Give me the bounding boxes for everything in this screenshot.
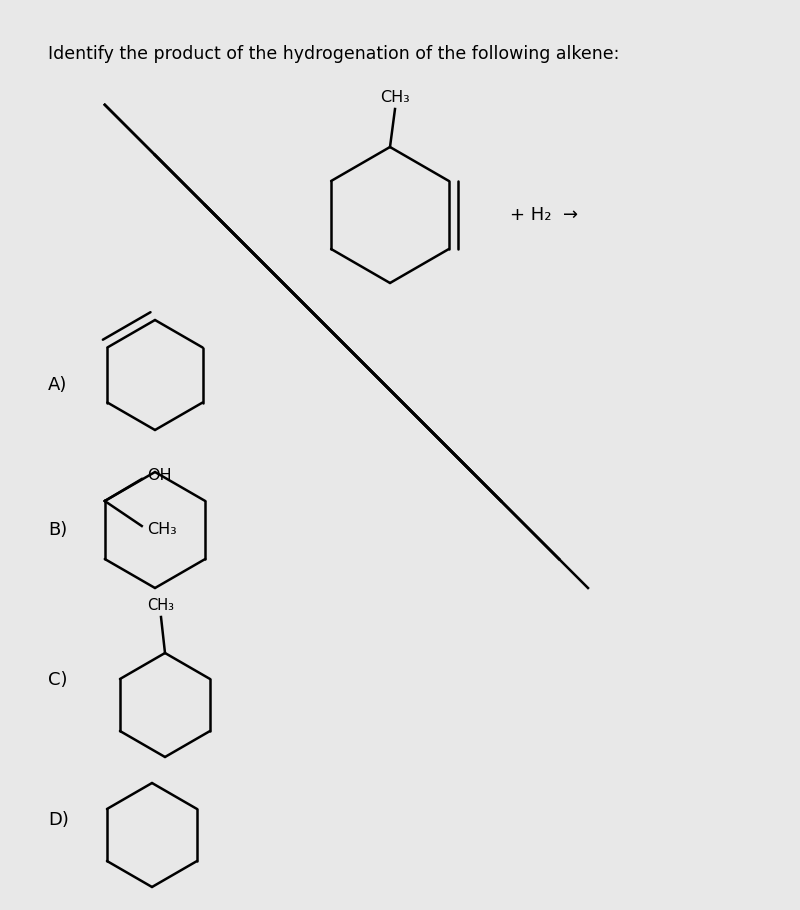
Text: CH₃: CH₃ [146, 521, 177, 537]
Text: Identify the product of the hydrogenation of the following alkene:: Identify the product of the hydrogenatio… [48, 45, 619, 63]
Text: D): D) [48, 811, 69, 829]
Text: CH₃: CH₃ [380, 90, 410, 105]
Text: B): B) [48, 521, 67, 539]
Text: OH: OH [146, 469, 171, 483]
Text: + H₂  →: + H₂ → [510, 206, 578, 224]
Text: C): C) [48, 671, 67, 689]
Text: A): A) [48, 376, 67, 394]
Text: CH₃: CH₃ [147, 598, 174, 613]
